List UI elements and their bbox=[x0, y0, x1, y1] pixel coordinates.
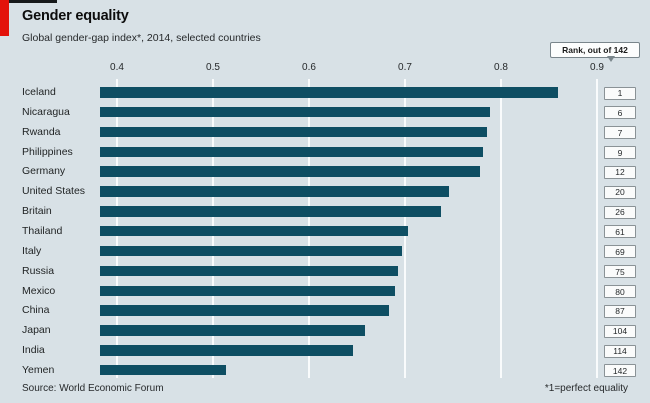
bar-mexico bbox=[100, 285, 396, 296]
rank-badge: 142 bbox=[604, 364, 636, 378]
x-tick-label: 0.9 bbox=[590, 62, 604, 73]
bar-nicaragua bbox=[100, 106, 491, 118]
source-note: Source: World Economic Forum bbox=[22, 383, 164, 394]
country-label: Japan bbox=[22, 324, 51, 337]
rank-badge: 6 bbox=[604, 106, 636, 120]
bar-britain bbox=[100, 206, 442, 217]
country-label: Iceland bbox=[22, 86, 56, 98]
bar-philippines bbox=[100, 146, 483, 158]
rank-badge: 12 bbox=[604, 165, 636, 179]
rank-badge: 104 bbox=[604, 324, 636, 338]
bar-italy bbox=[100, 245, 403, 257]
rank-badge: 69 bbox=[604, 245, 636, 259]
country-label: Rwanda bbox=[22, 125, 61, 138]
country-label: Thailand bbox=[22, 224, 63, 237]
bar-germany bbox=[100, 166, 480, 177]
country-label: Germany bbox=[22, 165, 66, 178]
x-tick-label: 0.6 bbox=[302, 62, 316, 73]
gridline bbox=[596, 79, 598, 378]
country-label: Mexico bbox=[22, 284, 56, 297]
rank-badge: 20 bbox=[604, 185, 636, 199]
gridline bbox=[500, 79, 502, 378]
bar-thailand bbox=[100, 225, 408, 237]
country-label: China bbox=[22, 304, 50, 317]
rank-badge: 7 bbox=[604, 126, 636, 140]
bar-yemen bbox=[100, 364, 227, 376]
footnote: *1=perfect equality bbox=[544, 383, 628, 394]
rank-badge: 1 bbox=[604, 86, 636, 100]
rank-badge: 9 bbox=[604, 146, 636, 160]
rank-badge: 87 bbox=[604, 304, 636, 318]
x-tick-label: 0.8 bbox=[494, 62, 508, 73]
chart-subtitle: Global gender-gap index*, 2014, selected… bbox=[22, 32, 261, 44]
country-label: Yemen bbox=[22, 363, 55, 376]
x-tick-label: 0.7 bbox=[398, 62, 412, 73]
country-label: Britain bbox=[22, 205, 52, 218]
rank-badge: 114 bbox=[604, 344, 636, 358]
bar-japan bbox=[100, 325, 365, 336]
country-label: Nicaragua bbox=[22, 105, 70, 118]
bar-united-states bbox=[100, 186, 450, 197]
rank-badge: 61 bbox=[604, 225, 636, 239]
rank-callout-box: Rank, out of 142 bbox=[550, 42, 640, 58]
bar-india bbox=[100, 345, 354, 356]
x-tick-label: 0.5 bbox=[206, 62, 220, 73]
bar-china bbox=[100, 305, 389, 316]
country-label: Russia bbox=[22, 264, 55, 277]
rank-badge: 80 bbox=[604, 285, 636, 298]
rank-badge: 26 bbox=[604, 205, 636, 219]
bar-iceland bbox=[100, 87, 558, 98]
country-label: Philippines bbox=[22, 145, 73, 158]
country-label: India bbox=[22, 344, 45, 357]
economist-red-tab bbox=[0, 0, 9, 36]
x-tick-label: 0.4 bbox=[110, 62, 124, 73]
page-title: Gender equality bbox=[22, 8, 129, 24]
country-label: United States bbox=[22, 185, 86, 198]
rank-badge: 75 bbox=[604, 265, 636, 279]
callout-pointer-icon bbox=[607, 56, 615, 62]
bar-russia bbox=[100, 265, 399, 277]
bar-rwanda bbox=[100, 126, 487, 138]
top-rule bbox=[0, 0, 57, 3]
country-label: Italy bbox=[22, 244, 42, 257]
